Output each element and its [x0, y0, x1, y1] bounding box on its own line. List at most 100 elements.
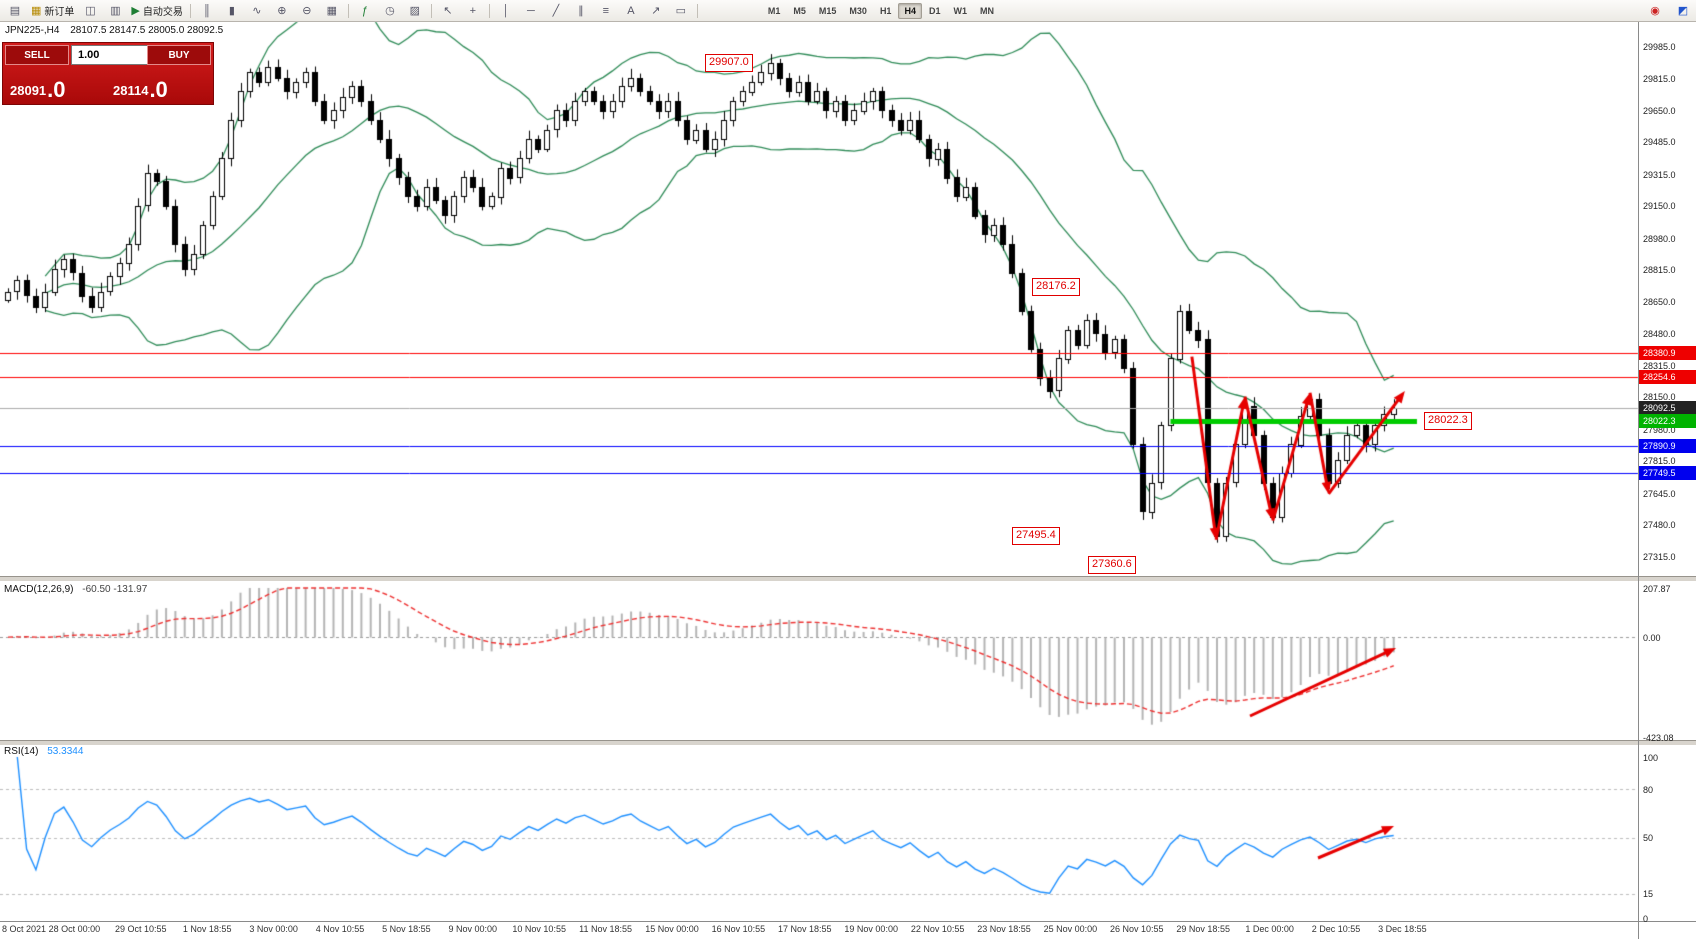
- horizontal-line-button[interactable]: ─: [519, 1, 543, 20]
- timeframe-m5-button[interactable]: M5: [793, 5, 806, 16]
- rsi-tick-15: 15: [1643, 889, 1654, 900]
- buy-button[interactable]: BUY: [147, 45, 211, 65]
- price-callout-28176.2[interactable]: 28176.2: [1032, 278, 1080, 296]
- zoom-in-button[interactable]: ⊕: [270, 1, 294, 20]
- price-tick-28980.0: 28980.0: [1643, 233, 1676, 244]
- rsi-tick-0: 0: [1643, 913, 1649, 924]
- buy-price[interactable]: 28114.0: [113, 79, 168, 101]
- time-label: 19 Nov 00:00: [844, 924, 898, 934]
- toolbar-separator: [696, 3, 698, 18]
- auto-trading-button[interactable]: ▶ 自动交易: [128, 1, 185, 20]
- periods-button[interactable]: ◷: [378, 1, 402, 20]
- price-callout-27360.6[interactable]: 27360.6: [1088, 556, 1136, 574]
- time-label: 4 Nov 10:55: [315, 924, 365, 934]
- fibonacci-button[interactable]: ≡: [594, 1, 618, 20]
- channel-button[interactable]: ∥: [569, 1, 593, 20]
- symbol-period-label: JPN225-,H4: [5, 25, 60, 36]
- rsi-panel-separator[interactable]: [0, 740, 1696, 746]
- toolbar-separator: [430, 3, 432, 18]
- one-click-trading-panel: SELL 1.00 ▴▾ BUY 28091.0 28114.0: [2, 42, 214, 105]
- time-axis-border: [0, 921, 1696, 922]
- top-toolbar: ▤ ▦ 新订单 ◫ ▥ ▶ 自动交易 ║ ▮ ∿ ⊕ ⊖ ▦ ƒ ◷ ▨ ↖ + │ ─ ╱ ∥ ≡ A ↗ ▭ M1 M5 M15 M3…: [0, 0, 1696, 22]
- price-axis-border: [1638, 21, 1639, 939]
- zoom-out-button[interactable]: ⊖: [295, 1, 319, 20]
- timeframe-mn-button[interactable]: MN: [979, 5, 994, 16]
- tile-windows-button[interactable]: ▦: [320, 1, 344, 20]
- macd-panel-separator[interactable]: [0, 576, 1696, 582]
- price-tick-29815.0: 29815.0: [1643, 74, 1676, 85]
- price-tick-28315.0: 28315.0: [1643, 360, 1676, 371]
- crosshair-button[interactable]: +: [461, 1, 485, 20]
- timeframe-m15-button[interactable]: M15: [818, 5, 837, 16]
- price-tick-27815.0: 27815.0: [1643, 456, 1676, 467]
- time-label: 28 Oct 00:00: [48, 924, 101, 934]
- cursor-button[interactable]: ↖: [436, 1, 460, 20]
- sell-button[interactable]: SELL: [5, 45, 69, 65]
- shapes-icon: ▭: [675, 5, 687, 17]
- new-order-icon: ▦: [31, 5, 42, 17]
- time-label: 8 Oct 2021: [2, 924, 47, 934]
- buy-price-small: 28114: [113, 83, 149, 98]
- auto-trading-button-label: 自动交易: [142, 7, 183, 18]
- chart-windows-icon: ◫: [85, 5, 96, 17]
- price-tick-29650.0: 29650.0: [1643, 105, 1676, 116]
- indicators-button[interactable]: ƒ: [353, 1, 377, 20]
- news-icon[interactable]: ◉: [1650, 5, 1660, 17]
- price-callout-29907.0[interactable]: 29907.0: [705, 54, 753, 72]
- new-chart-button[interactable]: ▤: [3, 1, 27, 20]
- toolbar-separator: [189, 3, 191, 18]
- rsi-tick-80: 80: [1643, 784, 1654, 795]
- sell-price-big: .0: [47, 77, 66, 102]
- timeframe-m1-button[interactable]: M1: [767, 5, 781, 16]
- line-chart-button[interactable]: ∿: [245, 1, 269, 20]
- time-label: 2 Dec 10:55: [1311, 924, 1361, 934]
- zoom-out-icon: ⊖: [302, 5, 312, 17]
- text-button[interactable]: A: [619, 1, 643, 20]
- timeframe-toolbar: M1 M5 M15 M30 H1 H4 D1 W1 MN: [762, 2, 1000, 19]
- ohlc-values: 28107.5 28147.5 28005.0 28092.5: [70, 25, 224, 36]
- trendline-button[interactable]: ╱: [544, 1, 568, 20]
- sell-price[interactable]: 28091.0: [10, 79, 66, 101]
- timeframe-h4-button[interactable]: H4: [898, 2, 922, 19]
- price-callout-27495.4[interactable]: 27495.4: [1012, 527, 1060, 545]
- price-tick-29315.0: 29315.0: [1643, 169, 1676, 180]
- price-tick-29985.0: 29985.0: [1643, 42, 1676, 52]
- profiles-button[interactable]: ▥: [103, 1, 127, 20]
- rsi-name: RSI(14): [4, 746, 39, 757]
- new-order-button[interactable]: ▦ 新订单: [28, 1, 77, 20]
- fibonacci-icon: ≡: [602, 4, 610, 17]
- price-tick-27645.0: 27645.0: [1643, 488, 1676, 499]
- buy-price-big: .0: [149, 77, 168, 102]
- channel-icon: ∥: [578, 5, 584, 17]
- time-label: 10 Nov 10:55: [512, 924, 566, 934]
- time-label: 3 Nov 00:00: [249, 924, 298, 934]
- time-label: 22 Nov 10:55: [910, 924, 965, 934]
- new-chart-icon: ▤: [9, 5, 21, 17]
- shapes-button[interactable]: ▭: [669, 1, 693, 20]
- timeframe-d1-button[interactable]: D1: [928, 5, 941, 16]
- templates-icon: ▨: [409, 5, 421, 17]
- time-label: 29 Nov 18:55: [1176, 924, 1230, 934]
- time-label: 16 Nov 10:55: [711, 924, 766, 934]
- community-icon[interactable]: ◩: [1677, 5, 1689, 17]
- timeframe-h1-button[interactable]: H1: [879, 5, 892, 16]
- price-callout-28022.3[interactable]: 28022.3: [1424, 412, 1472, 430]
- timeframe-w1-button[interactable]: W1: [953, 5, 967, 16]
- chart-windows-button[interactable]: ◫: [78, 1, 102, 20]
- arrows-button[interactable]: ↗: [644, 1, 668, 20]
- volume-value[interactable]: 1.00: [78, 49, 100, 61]
- volume-stepper[interactable]: 1.00 ▴▾: [71, 45, 155, 65]
- rsi-value: 53.3344: [47, 746, 84, 757]
- time-label: 29 Oct 10:55: [115, 924, 167, 934]
- price-tag-28254.6: 28254.6: [1639, 369, 1696, 384]
- macd-tick--423.08: -423.08: [1643, 732, 1674, 743]
- timeframe-m30-button[interactable]: M30: [849, 5, 867, 16]
- bar-chart-button[interactable]: ║: [195, 1, 219, 20]
- vertical-line-button[interactable]: │: [494, 1, 518, 20]
- candlestick-chart-button[interactable]: ▮: [220, 1, 244, 20]
- time-label: 26 Nov 10:55: [1110, 924, 1164, 934]
- templates-button[interactable]: ▨: [403, 1, 427, 20]
- rsi-tick-50: 50: [1643, 833, 1654, 843]
- time-label: 11 Nov 18:55: [579, 924, 633, 934]
